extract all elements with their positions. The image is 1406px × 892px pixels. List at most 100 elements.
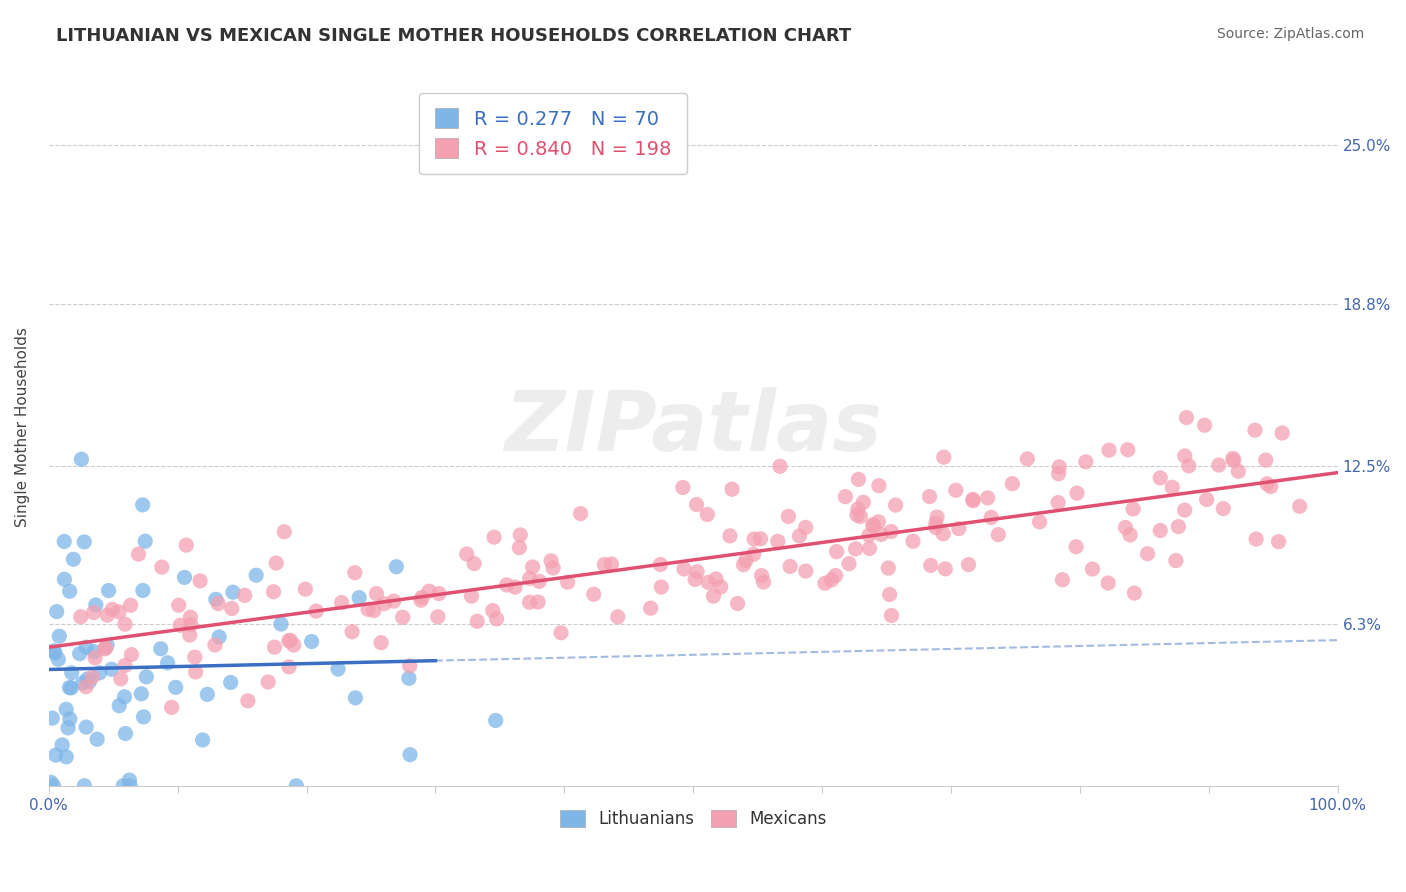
Point xyxy=(868,515,890,529)
Point xyxy=(149,641,172,656)
Point xyxy=(83,645,105,659)
Point xyxy=(945,483,967,498)
Point xyxy=(76,672,98,686)
Point xyxy=(60,681,83,695)
Point xyxy=(1074,455,1097,469)
Point xyxy=(326,662,349,676)
Point xyxy=(814,576,837,591)
Point xyxy=(60,665,83,680)
Point xyxy=(385,559,408,574)
Point xyxy=(987,527,1010,541)
Point xyxy=(683,573,706,587)
Point xyxy=(465,614,488,628)
Point xyxy=(696,508,718,522)
Point xyxy=(1227,464,1250,478)
Point xyxy=(925,510,948,524)
Point xyxy=(127,547,149,561)
Point xyxy=(957,558,980,572)
Point xyxy=(1222,453,1244,467)
Point xyxy=(108,698,131,713)
Point xyxy=(75,640,97,655)
Point xyxy=(879,587,901,601)
Point xyxy=(948,522,970,536)
Point xyxy=(118,773,141,788)
Point xyxy=(45,748,67,763)
Point xyxy=(75,680,97,694)
Point xyxy=(357,602,380,616)
Point xyxy=(69,609,91,624)
Point xyxy=(650,558,672,572)
Point xyxy=(733,558,755,572)
Point xyxy=(1161,480,1184,494)
Point xyxy=(976,491,998,505)
Point xyxy=(53,572,76,586)
Point xyxy=(880,524,903,539)
Point xyxy=(1114,520,1136,534)
Point xyxy=(697,575,720,590)
Point xyxy=(160,700,183,714)
Point xyxy=(650,580,672,594)
Point xyxy=(508,541,530,555)
Point xyxy=(1149,524,1171,538)
Point xyxy=(114,690,136,704)
Point xyxy=(482,530,505,544)
Point xyxy=(208,630,231,644)
Point xyxy=(1208,458,1230,472)
Point xyxy=(411,591,433,605)
Point xyxy=(858,541,880,556)
Point xyxy=(1116,442,1139,457)
Point xyxy=(370,635,392,649)
Point xyxy=(1136,547,1159,561)
Point xyxy=(270,617,292,632)
Point xyxy=(600,557,623,571)
Point xyxy=(42,644,65,658)
Point xyxy=(522,560,544,574)
Point xyxy=(110,672,132,686)
Point xyxy=(72,676,94,690)
Point xyxy=(101,602,124,616)
Point xyxy=(205,592,228,607)
Point xyxy=(93,641,115,656)
Point xyxy=(366,587,388,601)
Point xyxy=(1052,573,1074,587)
Point xyxy=(273,524,295,539)
Point xyxy=(278,660,301,674)
Point xyxy=(481,603,503,617)
Point xyxy=(84,651,107,665)
Point xyxy=(460,589,482,603)
Point xyxy=(527,595,550,609)
Point xyxy=(305,604,328,618)
Point xyxy=(557,575,579,590)
Point xyxy=(343,566,366,580)
Point xyxy=(398,671,420,685)
Point xyxy=(727,597,749,611)
Point xyxy=(825,544,848,558)
Point xyxy=(540,554,562,568)
Point xyxy=(114,617,136,632)
Point xyxy=(862,519,884,533)
Point xyxy=(58,681,80,695)
Point xyxy=(1174,503,1197,517)
Point xyxy=(1195,492,1218,507)
Point xyxy=(132,583,155,598)
Point xyxy=(219,675,242,690)
Point xyxy=(114,726,136,740)
Point xyxy=(1260,479,1282,493)
Point xyxy=(173,570,195,584)
Point xyxy=(529,574,551,589)
Point xyxy=(1177,458,1199,473)
Point xyxy=(509,528,531,542)
Point xyxy=(120,779,142,793)
Point xyxy=(880,608,903,623)
Point xyxy=(221,601,243,615)
Point xyxy=(685,498,707,512)
Point xyxy=(742,532,765,546)
Point xyxy=(1288,500,1310,514)
Point xyxy=(184,665,207,679)
Point xyxy=(519,595,541,609)
Point xyxy=(46,652,69,666)
Point xyxy=(100,662,122,676)
Point xyxy=(169,618,191,632)
Point xyxy=(901,534,924,549)
Point xyxy=(204,638,226,652)
